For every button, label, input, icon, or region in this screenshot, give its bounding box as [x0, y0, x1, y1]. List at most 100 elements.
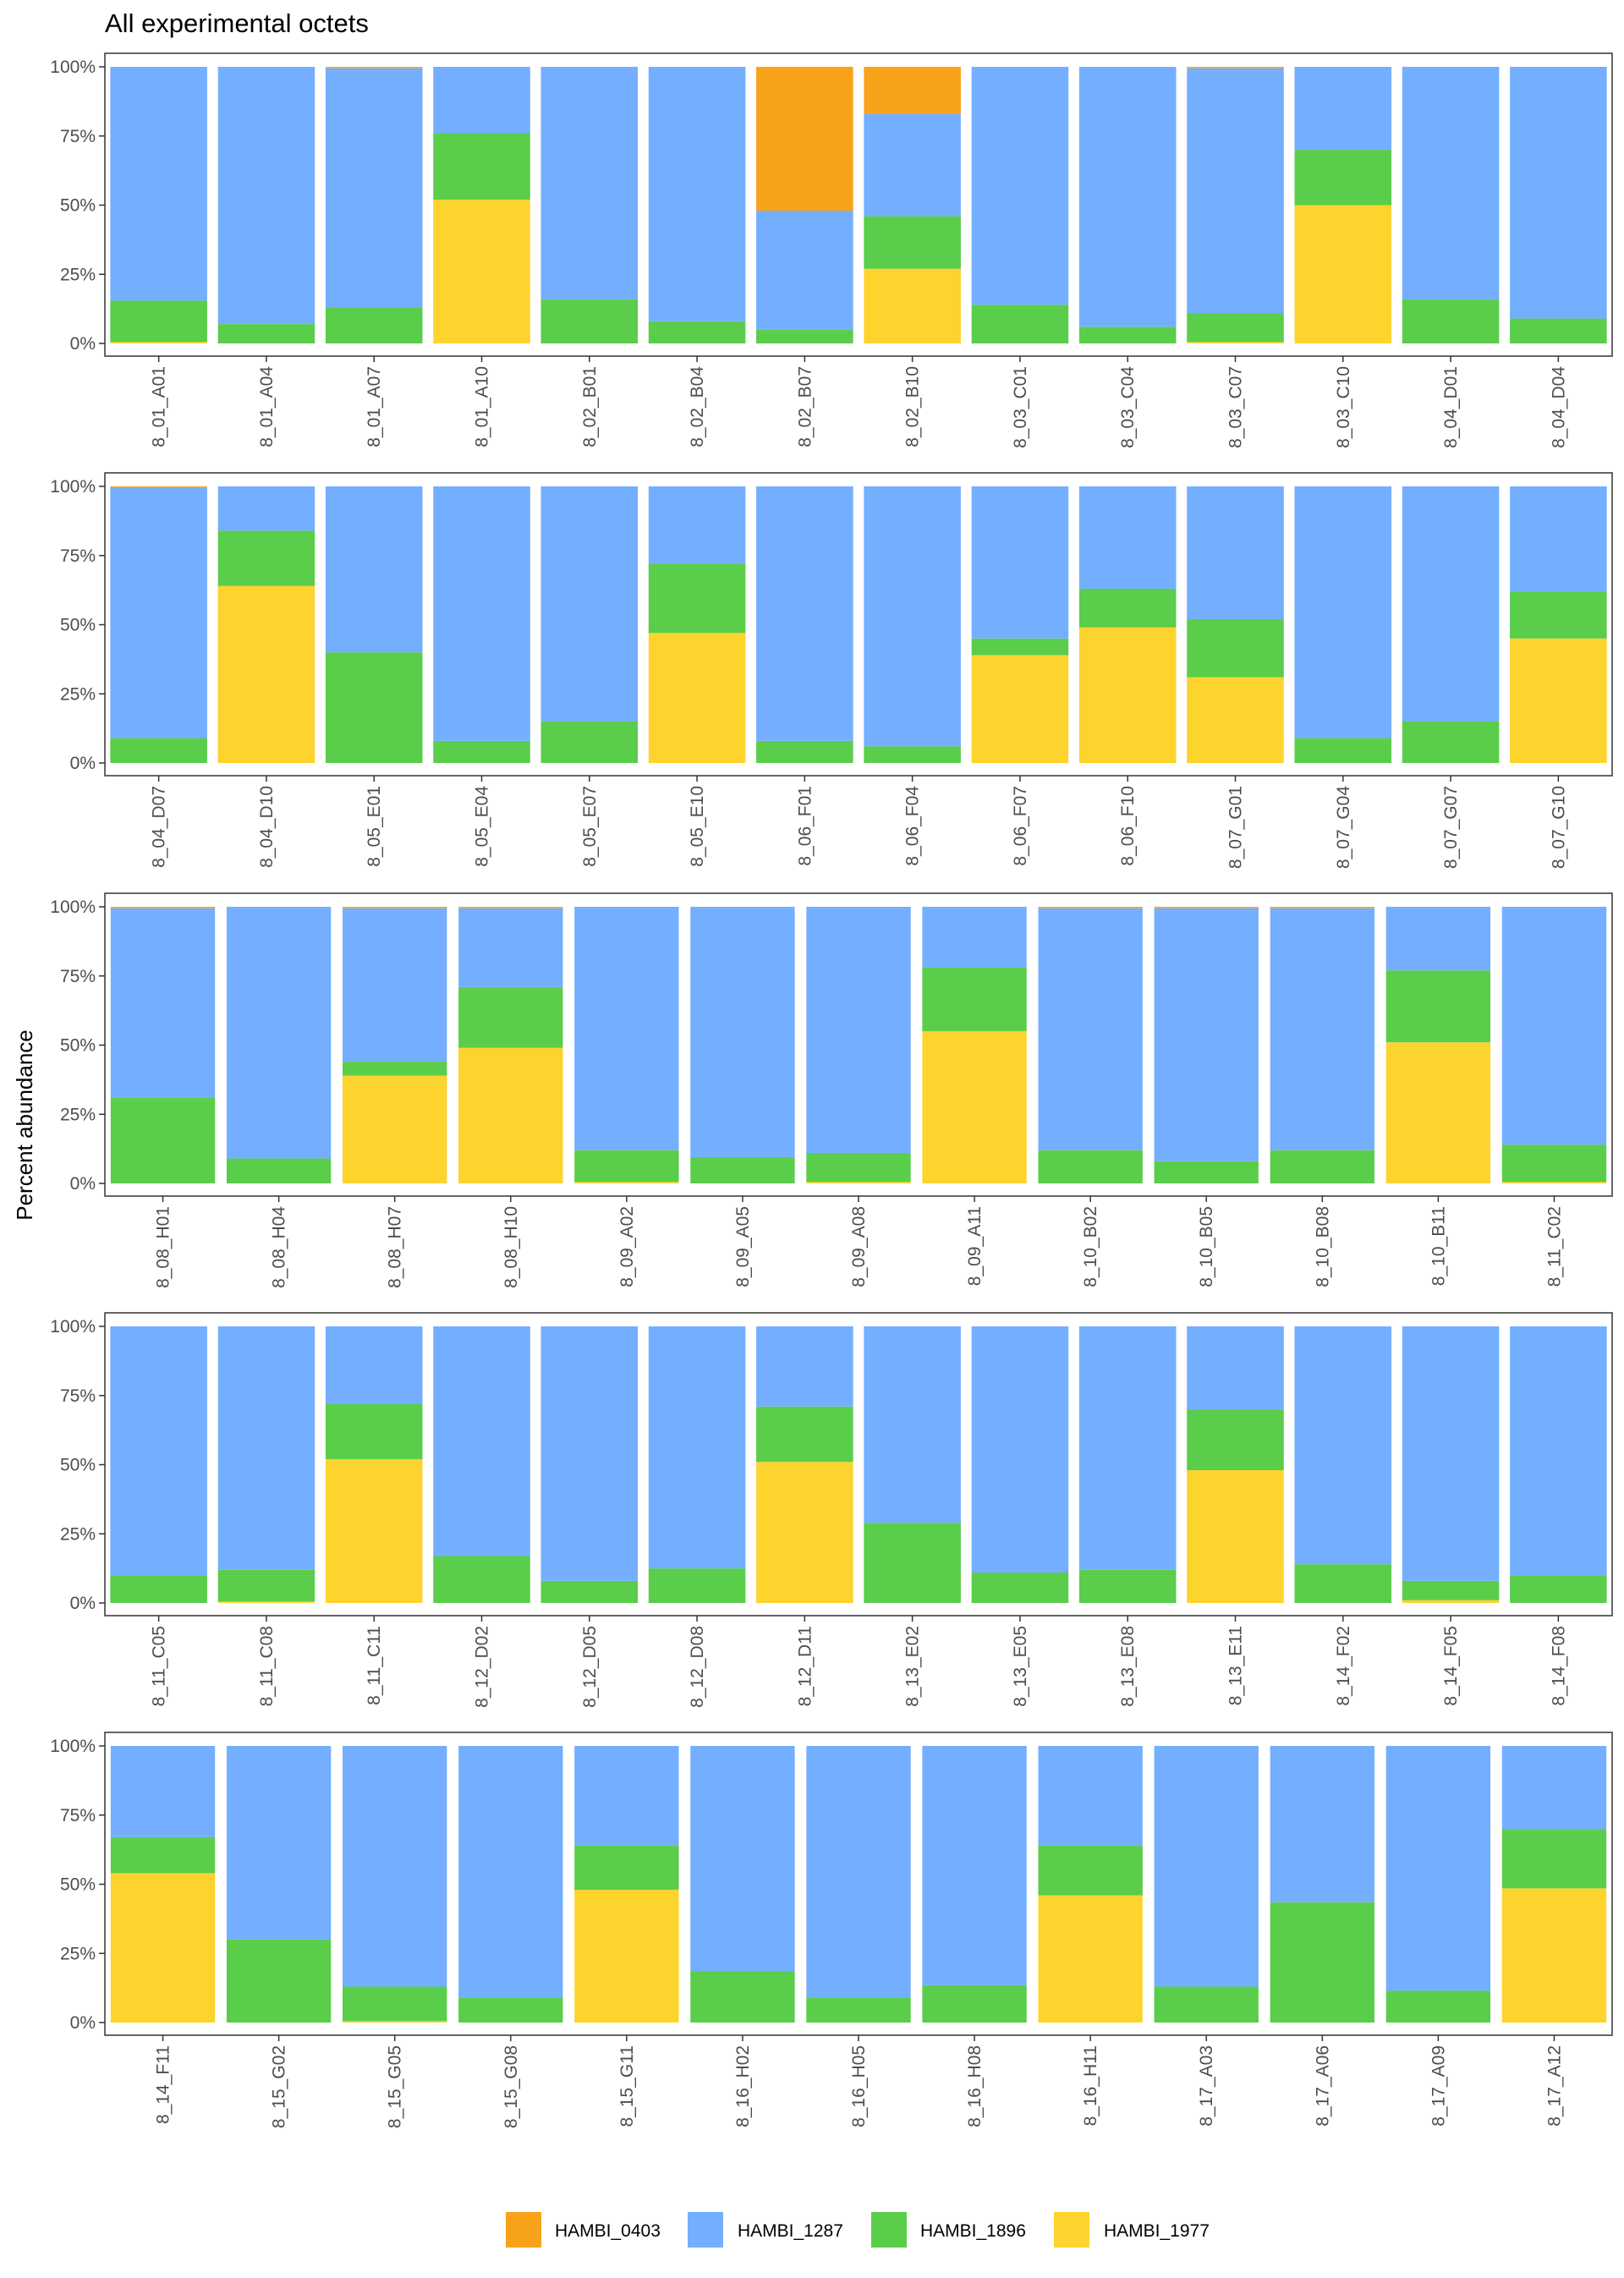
- bar-segment: [971, 1326, 1069, 1573]
- bar-segment: [756, 486, 853, 741]
- bar-segment: [325, 652, 423, 763]
- bar-segment: [922, 1984, 1027, 2023]
- x-tick-label: 8_02_B10: [903, 366, 923, 447]
- panel-3: 0% 25% 50% 75% 100% 8_08_H01 8_08_H04 8_08_H07 8…: [50, 892, 1613, 1288]
- bar-segment: [325, 68, 423, 308]
- bar-segment: [1038, 1845, 1143, 1896]
- bar-segment: [922, 1746, 1027, 1985]
- chart-legend: HAMBI_0403 HAMBI_1287 HAMBI_1896 HAMBI_1977: [506, 2212, 1210, 2248]
- x-tick-label: 8_10_B02: [1081, 1206, 1100, 1287]
- bar-segment: [217, 1569, 315, 1602]
- y-tick-label: 25%: [60, 1944, 96, 1963]
- bar-segment: [110, 1873, 216, 2023]
- bar-segment: [110, 1836, 216, 1874]
- bar-segment: [1078, 1569, 1177, 1603]
- bar-segment: [540, 1326, 639, 1581]
- bar-segment: [756, 329, 853, 343]
- bar-segment: [1501, 1182, 1607, 1183]
- bar-segment: [540, 1580, 639, 1603]
- x-tick-label: 8_13_E02: [903, 1626, 923, 1707]
- bar-segment: [540, 486, 639, 722]
- bar-segment: [1154, 908, 1259, 1161]
- bar-segment: [325, 1326, 423, 1404]
- bar-segment: [217, 585, 315, 763]
- bar-segment: [690, 1746, 795, 1972]
- bar-segment: [574, 1746, 679, 1846]
- bar-segment: [922, 967, 1027, 1032]
- x-tick-label: 8_02_B07: [795, 366, 815, 447]
- bar-segment: [110, 1097, 216, 1183]
- bar-segment: [1501, 1746, 1607, 1830]
- bar-segment: [1402, 721, 1500, 763]
- x-tick-label: 8_04_D04: [1549, 366, 1568, 448]
- bar-segment: [1154, 1161, 1259, 1183]
- bar-segment: [864, 216, 961, 269]
- x-tick-label: 8_09_A05: [733, 1206, 753, 1287]
- bar-segment: [458, 986, 563, 1048]
- bar-segment: [1510, 486, 1607, 592]
- x-tick-label: 8_03_C10: [1334, 366, 1353, 448]
- y-tick-label: 50%: [60, 1875, 96, 1895]
- panel-5: 0% 25% 50% 75% 100% 8_14_F11 8_15_G02 8_15_G05 8…: [50, 1732, 1613, 2128]
- x-tick-label: 8_09_A02: [617, 1206, 637, 1287]
- bar-segment: [217, 324, 315, 343]
- bar-segment: [458, 1047, 563, 1183]
- y-tick-label: 100%: [50, 58, 96, 77]
- bar-segment: [806, 907, 911, 1154]
- x-tick-label: 8_11_C02: [1544, 1206, 1564, 1287]
- bar-segment: [1187, 486, 1284, 619]
- bar-segment: [325, 67, 423, 69]
- bar-segment: [1078, 486, 1177, 589]
- bar-segment: [806, 1997, 911, 2023]
- bar-segment: [433, 199, 530, 343]
- bar-segment: [1501, 1144, 1607, 1183]
- x-tick-label: 8_07_G04: [1334, 786, 1353, 869]
- bar-segment: [1294, 1564, 1392, 1603]
- bar-segment: [1402, 299, 1500, 343]
- bar-segment: [110, 1575, 207, 1603]
- bar-segment: [864, 113, 961, 217]
- x-tick-label: 8_13_E08: [1118, 1626, 1138, 1707]
- bar-segment: [574, 907, 679, 1150]
- x-tick-label: 8_15_G11: [617, 2045, 637, 2127]
- bar-segment: [648, 1326, 746, 1569]
- bar-segment: [1154, 1986, 1259, 2023]
- x-tick-label: 8_05_E04: [473, 786, 492, 867]
- bar-segment: [971, 486, 1069, 639]
- bar-segment: [1078, 327, 1177, 343]
- bar-segment: [226, 1746, 332, 1940]
- bar-segment: [343, 908, 447, 1062]
- bar-segment: [1078, 1326, 1177, 1570]
- bar-segment: [343, 2021, 447, 2023]
- legend-label: HAMBI_0403: [555, 2221, 661, 2241]
- x-tick-label: 8_14_F05: [1441, 1626, 1461, 1706]
- bar-segment: [226, 907, 332, 1159]
- bar-segment: [1402, 1326, 1500, 1581]
- bar-segment: [574, 1890, 679, 2023]
- bar-segment: [1294, 1326, 1392, 1565]
- x-tick-label: 8_13_E05: [1011, 1626, 1030, 1707]
- bar-segment: [217, 1601, 315, 1603]
- x-tick-label: 8_03_C07: [1226, 366, 1246, 448]
- x-tick-label: 8_06_F10: [1118, 786, 1138, 866]
- x-tick-label: 8_14_F11: [154, 2045, 173, 2124]
- bar-segment: [806, 1746, 911, 1998]
- bar-segment: [1187, 67, 1284, 69]
- bar-segment: [1510, 1575, 1607, 1603]
- x-tick-label: 8_15_G08: [502, 2045, 521, 2128]
- bar-segment: [574, 1182, 679, 1183]
- legend-swatch: [871, 2212, 907, 2248]
- x-tick-label: 8_03_C04: [1118, 366, 1138, 448]
- bar-segment: [690, 907, 795, 1157]
- bar-segment: [110, 67, 207, 301]
- bar-segment: [1501, 1829, 1607, 1889]
- x-tick-label: 8_17_A09: [1429, 2045, 1448, 2127]
- bar-segment: [1038, 1150, 1143, 1183]
- bar-segment: [1038, 908, 1143, 1150]
- y-tick-label: 100%: [50, 477, 96, 497]
- x-tick-label: 8_17_A12: [1544, 2045, 1564, 2127]
- legend-label: HAMBI_1896: [920, 2221, 1026, 2241]
- bar-segment: [1270, 908, 1374, 1150]
- bar-segment: [922, 1031, 1027, 1183]
